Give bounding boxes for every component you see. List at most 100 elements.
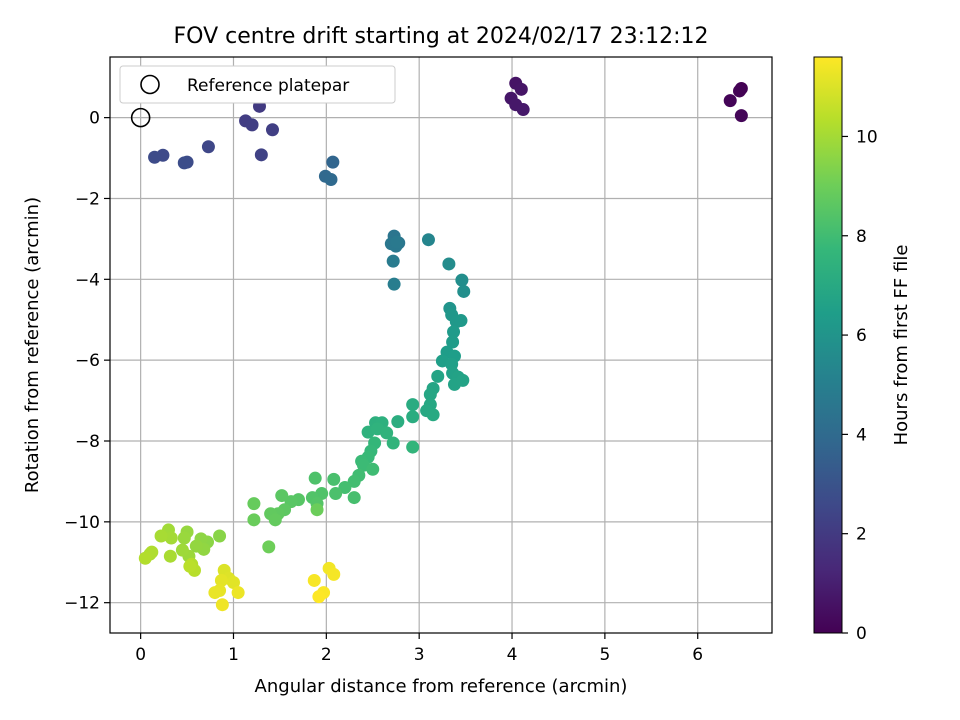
colorbar-tick-label: 6 (856, 326, 867, 346)
colorbar-gradient (813, 56, 843, 634)
data-point (454, 314, 468, 328)
data-point (208, 586, 222, 600)
data-point (177, 156, 191, 170)
legend: Reference platepar (119, 65, 396, 104)
data-point (421, 233, 435, 247)
data-point (386, 436, 400, 450)
colorbar-tick-label: 8 (856, 227, 867, 247)
legend-marker-icon (140, 74, 160, 95)
x-tick-label: 2 (321, 645, 332, 665)
x-axis-label: Angular distance from reference (arcmin) (255, 676, 628, 697)
reference-platepar-marker (130, 107, 151, 128)
data-point (406, 440, 420, 454)
data-point (406, 398, 420, 412)
y-tick-label: −8 (75, 432, 100, 452)
y-tick-label: 0 (89, 109, 100, 129)
data-point (213, 529, 227, 543)
y-axis-ticks: 0 −2 −4 −6 −8 −10 −12 (64, 109, 110, 614)
data-point (457, 284, 471, 298)
x-tick-label: 4 (507, 645, 518, 665)
y-axis-label: Rotation from reference (arcmin) (22, 197, 43, 493)
data-point (265, 123, 279, 137)
colorbar-tick-label: 0 (856, 624, 867, 644)
data-point (245, 118, 259, 132)
data-point (391, 415, 405, 429)
legend-label: Reference platepar (187, 76, 349, 96)
colorbar-ticks: 0 2 4 6 8 10 (842, 127, 878, 644)
y-tick-label: −4 (75, 270, 100, 290)
data-point (347, 491, 361, 505)
chart-title: FOV centre drift starting at 2024/02/17 … (174, 24, 709, 49)
data-point (247, 513, 261, 527)
data-point (446, 335, 460, 349)
data-point (226, 575, 240, 589)
data-point (338, 480, 352, 494)
colorbar-label: Hours from first FF file (891, 245, 912, 446)
data-point (231, 586, 245, 600)
data-point (442, 257, 456, 271)
data-point (214, 573, 228, 587)
y-tick-label: −2 (75, 189, 100, 209)
data-point (447, 325, 461, 339)
data-point (183, 559, 197, 573)
data-point (308, 471, 322, 485)
data-point (366, 462, 380, 476)
data-point (312, 590, 326, 604)
data-point (734, 109, 748, 123)
x-tick-label: 5 (599, 645, 610, 665)
data-point (347, 474, 361, 488)
x-axis-ticks: 0 1 2 3 4 5 6 (135, 633, 703, 665)
y-tick-label: −6 (75, 351, 100, 371)
y-tick-label: −10 (64, 513, 100, 533)
data-point (390, 235, 404, 249)
data-point (327, 567, 341, 581)
data-point (307, 573, 321, 587)
data-point (148, 150, 162, 164)
data-point (406, 410, 420, 424)
data-point (723, 94, 737, 108)
data-point (254, 148, 268, 162)
legend-box (119, 65, 396, 104)
data-point (455, 273, 469, 287)
data-point (310, 503, 324, 517)
data-point (456, 373, 470, 387)
data-point (189, 539, 203, 553)
data-point (329, 487, 343, 501)
data-point (262, 540, 276, 554)
data-point (516, 103, 530, 117)
plot-frame (109, 56, 773, 634)
data-point (324, 172, 338, 186)
x-tick-label: 1 (228, 645, 239, 665)
colorbar-tick-label: 2 (856, 525, 867, 545)
grid-lines (110, 57, 772, 633)
colorbar-tick-label: 4 (856, 425, 867, 445)
y-tick-label: −12 (64, 594, 100, 614)
data-point (247, 497, 261, 511)
data-points (138, 76, 748, 612)
data-point (175, 543, 189, 557)
data-point (326, 155, 340, 169)
x-tick-label: 6 (692, 645, 703, 665)
data-point (733, 84, 747, 98)
data-point (138, 551, 152, 565)
data-point (431, 369, 445, 383)
data-point (177, 531, 191, 545)
data-point (387, 277, 401, 291)
x-tick-label: 0 (135, 645, 146, 665)
colorbar-tick-label: 10 (856, 127, 878, 147)
data-point (514, 82, 528, 96)
data-point (327, 472, 341, 486)
x-tick-label: 3 (414, 645, 425, 665)
data-point (201, 140, 215, 154)
data-point (386, 254, 400, 268)
data-point (275, 489, 289, 503)
data-point (154, 529, 168, 543)
data-point (423, 388, 437, 402)
data-point (164, 531, 178, 545)
data-point (163, 549, 177, 563)
data-point (268, 513, 282, 527)
colorbar: 0 2 4 6 8 10 Hours from first FF file (813, 56, 912, 644)
data-point (426, 408, 440, 422)
data-point (380, 426, 394, 440)
